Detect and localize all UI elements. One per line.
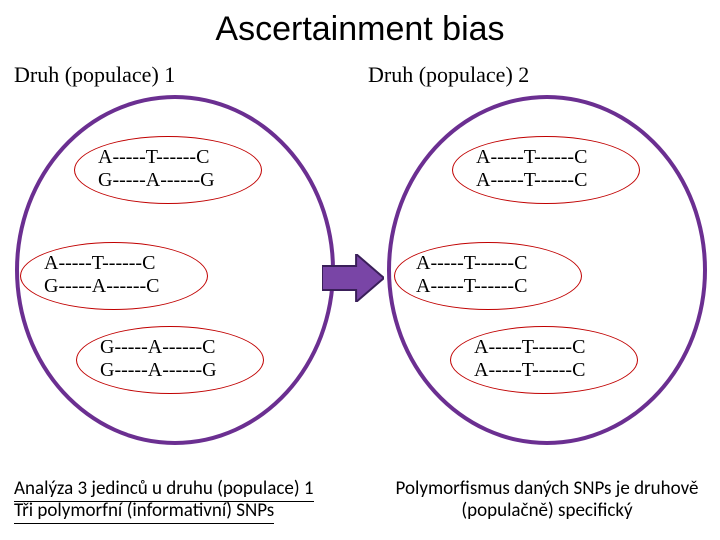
caption-line: Polymorfismus daných SNPs je druhově xyxy=(382,478,712,500)
sequence-block: A-----T------C G-----A------C xyxy=(44,252,160,298)
sequence-block: A-----T------C A-----T------C xyxy=(416,252,527,298)
page-title: Ascertainment bias xyxy=(0,10,720,49)
arrow-icon xyxy=(322,254,384,302)
caption-line: Analýza 3 jedinců u druhu (populace) 1 xyxy=(14,478,314,500)
sequence-block: A-----T------C A-----T------C xyxy=(474,336,585,382)
sequence-block: A-----T------C G-----A------G xyxy=(98,146,215,192)
caption-right: Polymorfismus daných SNPs je druhově(pop… xyxy=(382,478,712,522)
population-1-label: Druh (populace) 1 xyxy=(14,62,175,88)
caption-left: Analýza 3 jedinců u druhu (populace) 1Tř… xyxy=(14,478,314,522)
sequence-block: A-----T------C A-----T------C xyxy=(476,146,587,192)
caption-line: (populačně) specifický xyxy=(382,500,712,522)
caption-line: Tři polymorfní (informativní) SNPs xyxy=(14,500,314,522)
population-2-label: Druh (populace) 2 xyxy=(368,62,529,88)
sequence-block: G-----A------C G-----A------G xyxy=(100,336,217,382)
